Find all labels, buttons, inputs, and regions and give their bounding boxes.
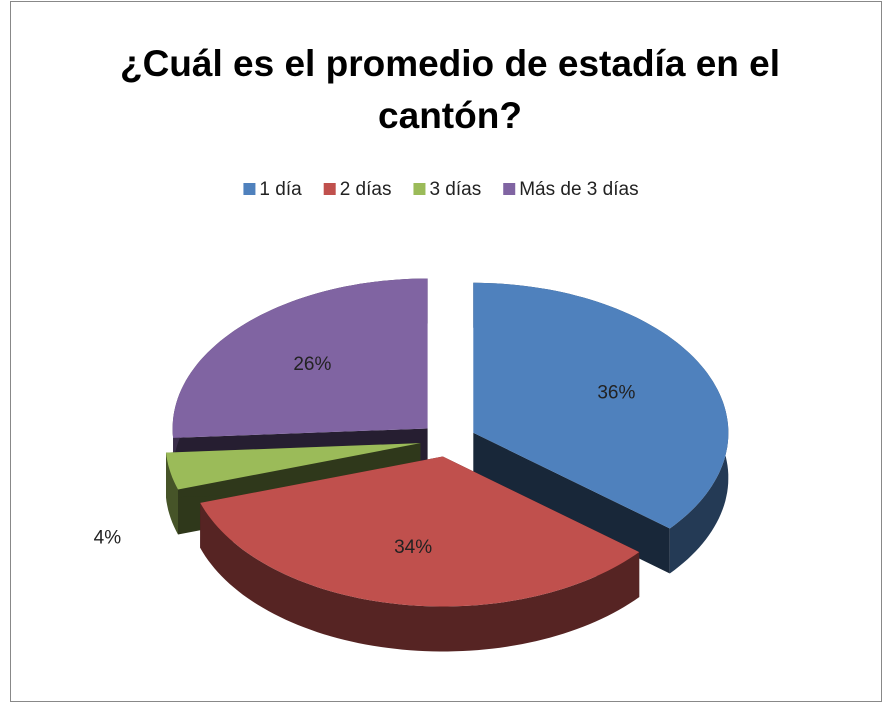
pie-slice xyxy=(473,282,729,529)
pie-slice xyxy=(166,443,421,490)
legend-swatch xyxy=(503,183,516,195)
slice-outer-wall xyxy=(200,502,640,652)
legend-label: 1 día xyxy=(259,179,302,200)
slice-radial-wall xyxy=(473,432,670,574)
data-label: 36% xyxy=(597,382,635,403)
legend-label: 3 días xyxy=(429,179,481,200)
data-label: 4% xyxy=(94,527,122,548)
legend-swatch xyxy=(413,183,426,195)
legend-swatch xyxy=(323,183,336,195)
legend-label: 2 días xyxy=(340,179,392,200)
legend-swatch xyxy=(243,183,256,195)
legend-label: Más de 3 días xyxy=(519,179,638,200)
pie-slice xyxy=(172,278,428,438)
pie-tops: 36% 34% 4% 26% xyxy=(94,278,729,607)
chart-title: ¿Cuál es el promedio de estadía en el ca… xyxy=(119,43,781,136)
pie-slice xyxy=(200,456,640,607)
data-label: 26% xyxy=(293,354,331,375)
legend: 1 día 2 días 3 días Más de 3 días xyxy=(243,179,639,200)
data-label: 34% xyxy=(394,537,432,558)
slice-outer-wall xyxy=(166,452,178,535)
